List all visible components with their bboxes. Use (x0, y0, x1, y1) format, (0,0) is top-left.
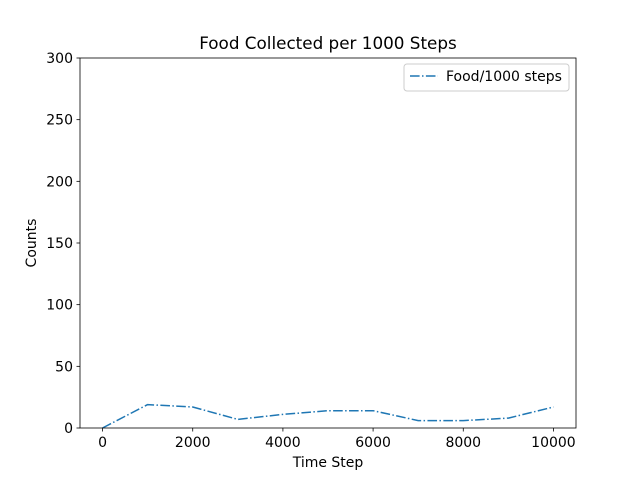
x-tick-label: 10000 (531, 435, 576, 451)
plot-area-frame (79, 57, 577, 429)
x-tick-label: 4000 (265, 435, 301, 451)
legend-entry-label: Food/1000 steps (446, 69, 562, 85)
chart-title: Food Collected per 1000 Steps (199, 33, 457, 53)
y-axis-ticks: 0 50 100 150 200 250 300 (46, 51, 80, 437)
legend: Food/1000 steps (403, 63, 570, 92)
y-tick-label: 100 (46, 298, 73, 314)
y-tick-label: 250 (46, 113, 73, 129)
y-tick-label: 300 (46, 51, 73, 67)
x-axis-label: Time Step (292, 455, 364, 471)
series-line-food-per-1000-steps (102, 403, 554, 429)
x-tick-label: 6000 (355, 435, 391, 451)
x-tick-label: 0 (98, 435, 107, 451)
x-axis-ticks: 0 2000 4000 6000 8000 10000 (98, 428, 576, 451)
y-tick-label: 150 (46, 236, 73, 252)
legend-box (403, 63, 570, 92)
y-tick-label: 200 (46, 174, 73, 190)
y-tick-label: 50 (55, 359, 73, 375)
x-tick-label: 8000 (445, 435, 481, 451)
y-tick-label: 0 (64, 421, 73, 437)
x-tick-label: 2000 (175, 435, 211, 451)
y-axis-label: Counts (24, 219, 40, 268)
